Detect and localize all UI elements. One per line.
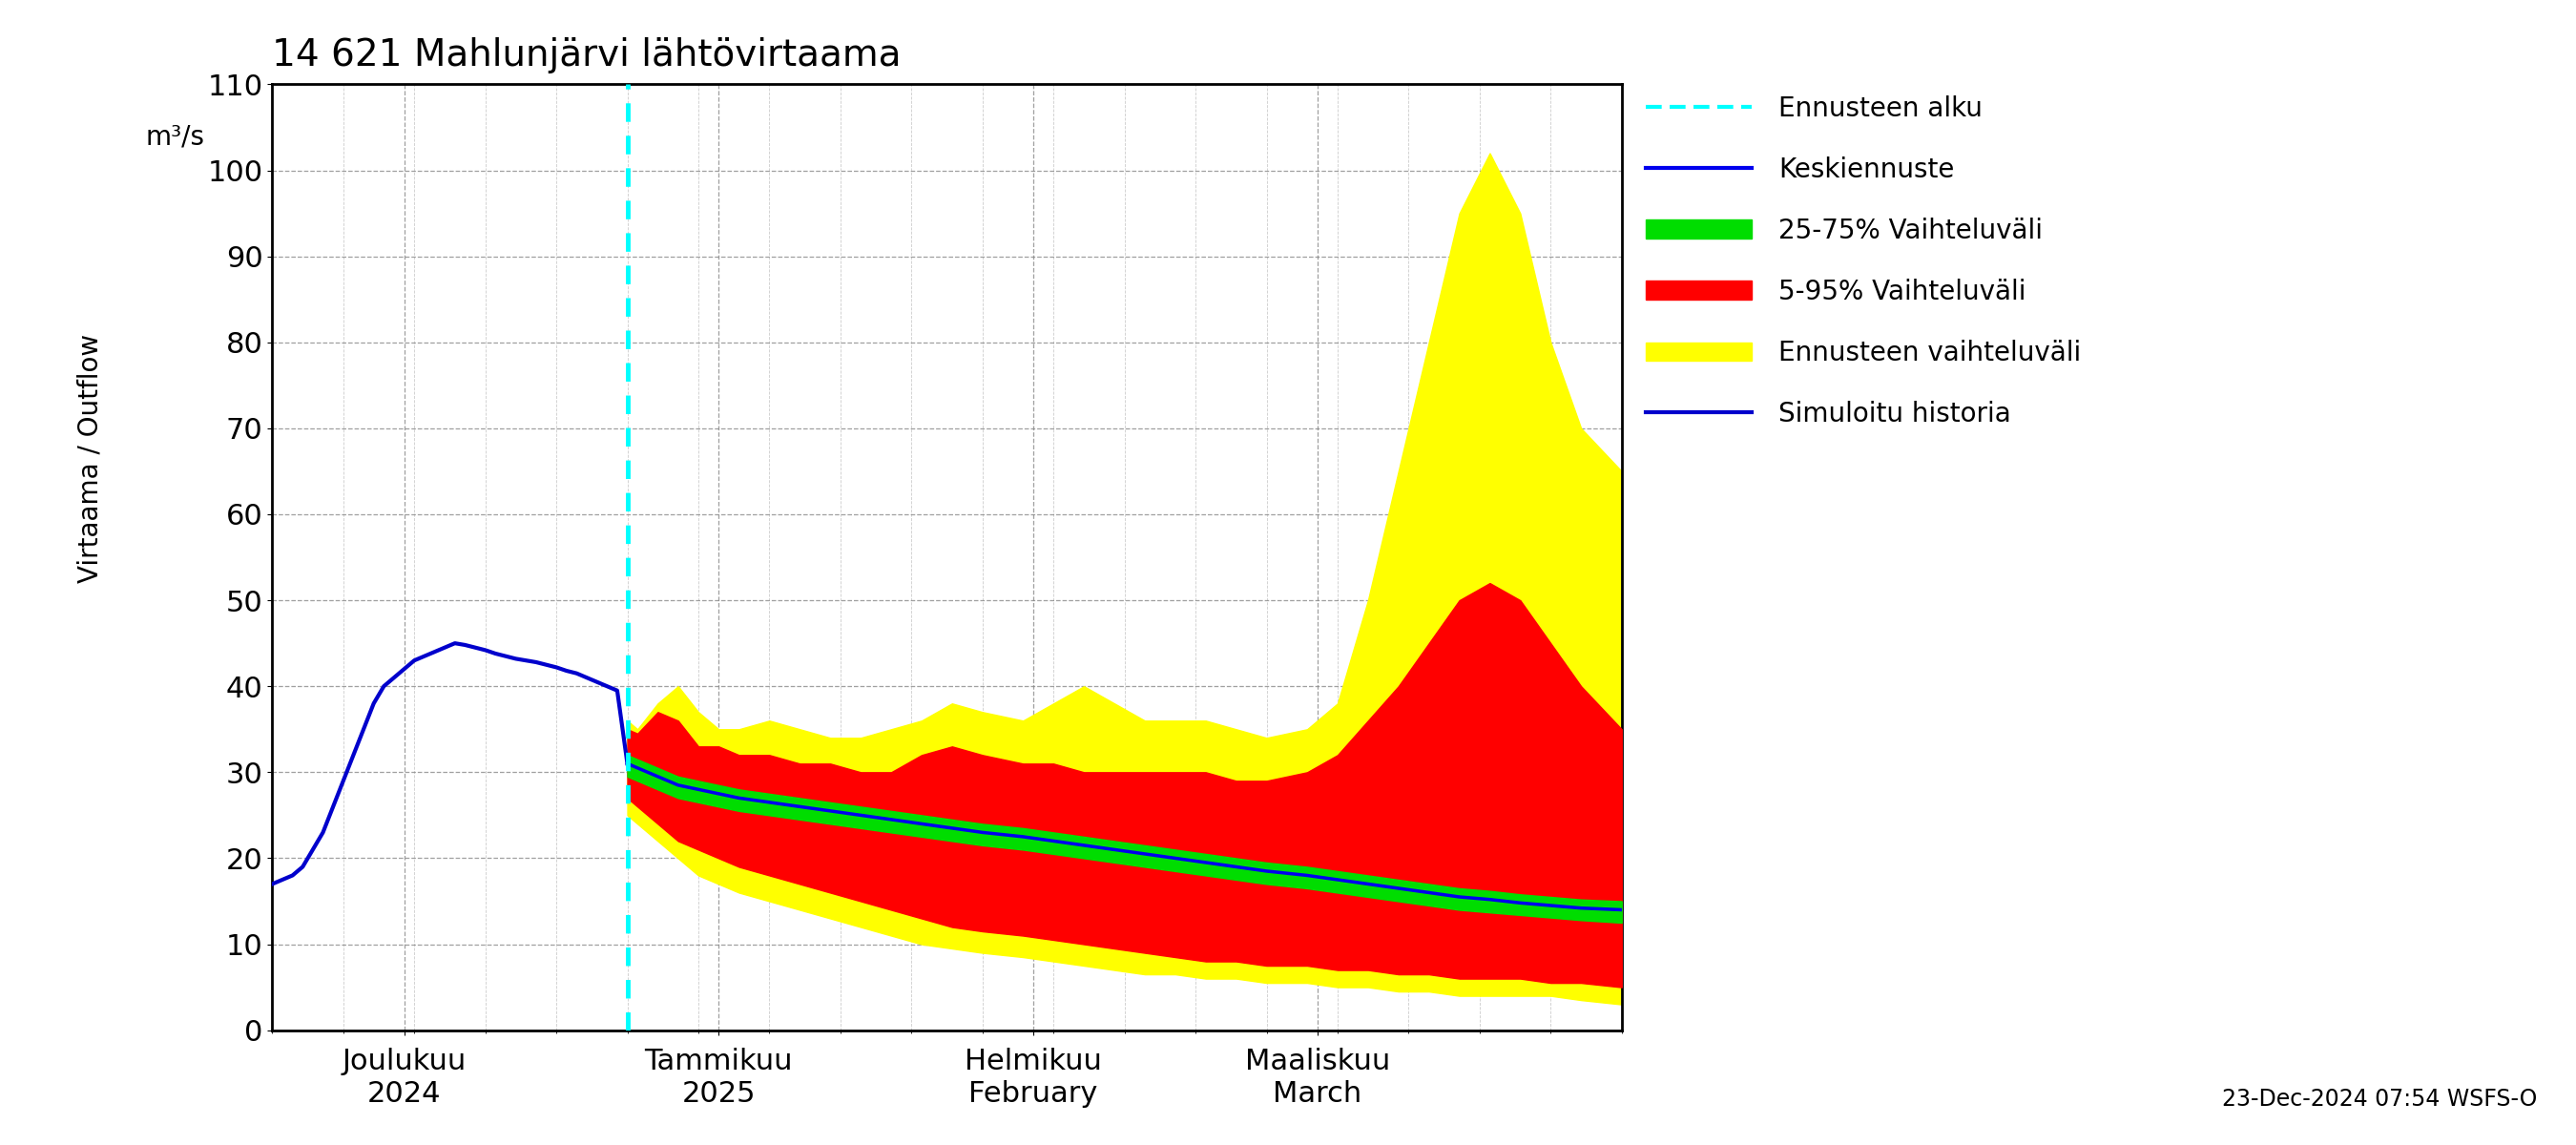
Legend: Ennusteen alku, Keskiennuste, 25-75% Vaihteluväli, 5-95% Vaihteluväli, Ennusteen: Ennusteen alku, Keskiennuste, 25-75% Vai… [1636, 85, 2092, 439]
Text: 14 621 Mahlunjärvi lähtövirtaama: 14 621 Mahlunjärvi lähtövirtaama [273, 37, 902, 73]
Text: Virtaama / Outflow: Virtaama / Outflow [77, 333, 103, 583]
Text: m³/s: m³/s [147, 124, 204, 151]
Text: 23-Dec-2024 07:54 WSFS-O: 23-Dec-2024 07:54 WSFS-O [2223, 1088, 2537, 1111]
